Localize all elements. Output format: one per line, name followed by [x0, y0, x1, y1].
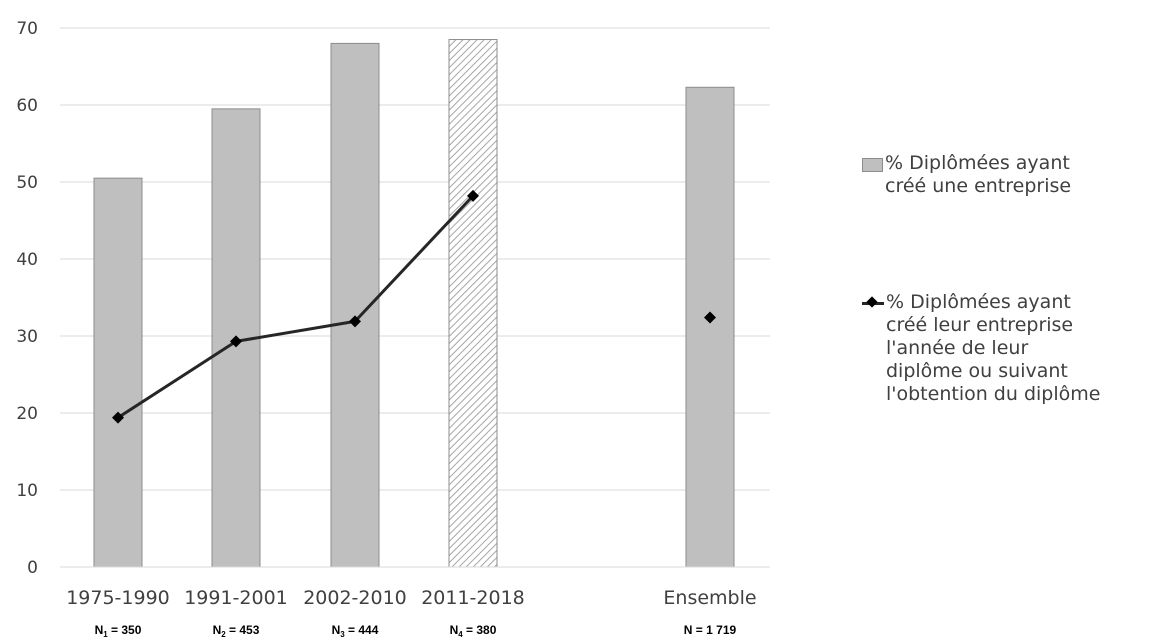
legend-bar-line-1: % Diplômées ayant: [885, 152, 1070, 174]
sample-size-label: N3 = 444: [332, 623, 379, 638]
y-tick-label: 70: [16, 19, 38, 39]
x-tick-label: 1991-2001: [184, 587, 288, 609]
y-tick-label: 10: [16, 481, 38, 501]
legend: % Diplômées ayant créé une entreprise: [862, 152, 1154, 198]
legend-line-line-2: créé leur entreprise: [886, 314, 1074, 336]
legend-item-line: % Diplômées ayant créé leur entreprise l…: [862, 291, 1154, 406]
legend-line-line-4: diplôme ou suivant: [886, 360, 1068, 382]
data-point: [230, 335, 242, 348]
x-tick-label: Ensemble: [663, 587, 756, 609]
y-tick-label: 0: [27, 558, 38, 578]
y-axis: 0 10 20 30 40 50 60 70: [16, 19, 38, 578]
legend-item-bar: % Diplômées ayant créé une entreprise: [862, 152, 1154, 198]
data-point: [704, 311, 716, 324]
x-tick-label: 2011-2018: [421, 587, 525, 609]
sample-size-label: N1 = 350: [95, 623, 142, 638]
x-tick-label: 2002-2010: [303, 587, 407, 609]
y-tick-label: 30: [16, 327, 38, 347]
data-point: [349, 315, 361, 328]
y-tick-label: 50: [16, 173, 38, 193]
chart: 0 10 20 30 40 50 60 70 1975-1990 N1 = 350 1991-20…: [16, 19, 770, 638]
sample-size-label: N4 = 380: [450, 623, 497, 638]
legend-line-line-3: l'année de leur: [886, 337, 1029, 359]
legend-label-line: % Diplômées ayant créé leur entreprise l…: [884, 291, 1100, 406]
sample-size-label: N = 1 719: [684, 623, 737, 637]
y-tick-label: 20: [16, 404, 38, 424]
legend-line-block: % Diplômées ayant créé leur entreprise l…: [862, 291, 1154, 406]
x-axis: 1975-1990 N1 = 350 1991-2001 N2 = 453 2002-2…: [60, 566, 770, 638]
legend-line-line-1: % Diplômées ayant: [886, 291, 1071, 313]
line-diamond-swatch-icon: [862, 291, 884, 314]
bar: [448, 39, 498, 568]
y-tick-label: 60: [16, 96, 38, 116]
data-point: [467, 189, 479, 202]
legend-bar-line-2: créé une entreprise: [885, 175, 1072, 197]
series-line: [117, 194, 475, 419]
y-tick-label: 40: [16, 250, 38, 270]
x-tick-label: 1975-1990: [66, 587, 170, 609]
legend-line-line-5: l'obtention du diplôme: [886, 383, 1101, 405]
line-series: [112, 189, 716, 424]
legend-label-bar: % Diplômées ayant créé une entreprise: [883, 152, 1071, 198]
bar-swatch-icon: [862, 158, 883, 172]
bar: [93, 177, 143, 568]
gridlines: [60, 27, 770, 568]
data-point: [112, 411, 124, 424]
bar: [685, 86, 735, 568]
sample-size-label: N2 = 453: [213, 623, 260, 638]
bar-series: [93, 39, 735, 568]
